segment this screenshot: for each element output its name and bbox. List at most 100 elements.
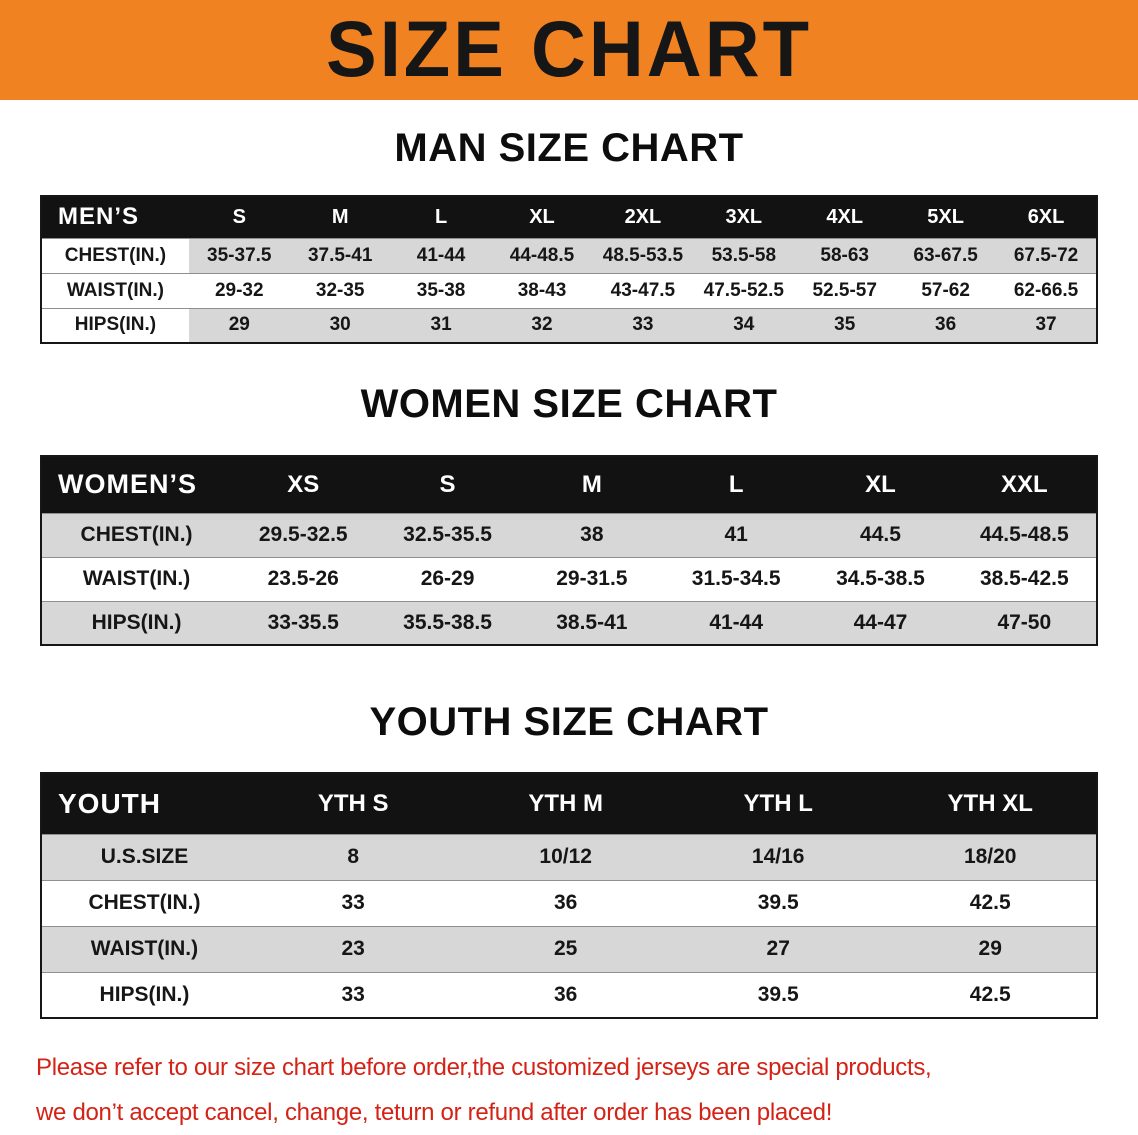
table-cell: 44.5 bbox=[808, 512, 953, 557]
table-cell: 23.5-26 bbox=[231, 556, 376, 601]
size-column-header: L bbox=[664, 456, 809, 513]
table-cell: 34.5-38.5 bbox=[808, 556, 953, 601]
table-cell: 38.5-41 bbox=[519, 600, 665, 645]
disclaimer: Please refer to our size chart before or… bbox=[36, 1045, 1138, 1135]
table-cell: 29 bbox=[884, 925, 1097, 972]
table-row: WAIST(IN.) 29-32 32-35 35-38 38-43 43-47.5 47.… bbox=[41, 272, 1097, 308]
women-size-section: WOMEN SIZE CHART WOMEN’S XS S M L XL XXL CHEST(I… bbox=[0, 382, 1138, 646]
table-cell: 29 bbox=[188, 307, 290, 343]
size-column-header: 6XL bbox=[996, 196, 1097, 238]
table-label-header: MEN’S bbox=[41, 196, 189, 238]
table-cell: 14/16 bbox=[671, 833, 885, 880]
size-column-header: XS bbox=[231, 456, 376, 513]
disclaimer-line-2: we don’t accept cancel, change, teturn o… bbox=[36, 1099, 833, 1126]
table-cell: 34 bbox=[693, 307, 795, 343]
table-cell: 39.5 bbox=[671, 879, 885, 926]
table-cell: 44-48.5 bbox=[491, 237, 593, 273]
table-cell: 36 bbox=[895, 307, 997, 343]
size-column-header: 2XL bbox=[592, 196, 694, 238]
table-cell: 41-44 bbox=[664, 600, 809, 645]
table-row: CHEST(IN.) 29.5-32.5 32.5-35.5 38 41 44.5 44.5… bbox=[41, 512, 1097, 557]
table-cell: 58-63 bbox=[794, 237, 896, 273]
size-column-header: YTH L bbox=[671, 773, 885, 834]
table-cell: 29-31.5 bbox=[519, 556, 665, 601]
table-row: CHEST(IN.) 33 36 39.5 42.5 bbox=[41, 879, 1097, 926]
youth-size-table: YOUTH YTH S YTH M YTH L YTH XL U.S.SIZE 8 10/12… bbox=[40, 772, 1098, 1019]
table-row: CHEST(IN.) 35-37.5 37.5-41 41-44 44-48.5 48.5… bbox=[41, 237, 1097, 273]
youth-section-heading: YOUTH SIZE CHART bbox=[369, 700, 769, 744]
header-row: MEN’S S M L XL 2XL 3XL 4XL 5XL 6XL bbox=[41, 196, 1097, 238]
table-cell: 27 bbox=[671, 925, 885, 972]
table-cell: 42.5 bbox=[884, 879, 1097, 926]
table-cell: 26-29 bbox=[375, 556, 520, 601]
size-column-header: 3XL bbox=[693, 196, 795, 238]
table-cell: 53.5-58 bbox=[693, 237, 795, 273]
row-label: CHEST(IN.) bbox=[41, 512, 232, 557]
size-column-header: S bbox=[188, 196, 290, 238]
table-cell: 47.5-52.5 bbox=[693, 272, 795, 308]
women-section-heading: WOMEN SIZE CHART bbox=[360, 382, 778, 426]
row-label: WAIST(IN.) bbox=[41, 556, 232, 601]
table-cell: 31.5-34.5 bbox=[664, 556, 809, 601]
table-cell: 63-67.5 bbox=[895, 237, 997, 273]
table-cell: 36 bbox=[459, 879, 672, 926]
table-cell: 36 bbox=[459, 971, 672, 1018]
header-row: YOUTH YTH S YTH M YTH L YTH XL bbox=[41, 773, 1097, 834]
size-column-header: XXL bbox=[952, 456, 1097, 513]
men-section-heading: MAN SIZE CHART bbox=[394, 126, 744, 170]
row-label: WAIST(IN.) bbox=[41, 272, 189, 308]
size-column-header: YTH XL bbox=[884, 773, 1097, 834]
table-row: WAIST(IN.) 23.5-26 26-29 29-31.5 31.5-34.5 34… bbox=[41, 556, 1097, 601]
table-cell: 10/12 bbox=[459, 833, 672, 880]
table-cell: 43-47.5 bbox=[592, 272, 694, 308]
men-size-section: MAN SIZE CHART MEN’S S M L XL 2XL 3XL 4XL 5XL 6XL C… bbox=[0, 126, 1138, 344]
table-row: WAIST(IN.) 23 25 27 29 bbox=[41, 925, 1097, 972]
row-label: WAIST(IN.) bbox=[41, 925, 247, 972]
table-cell: 37 bbox=[996, 307, 1097, 343]
size-column-header: 5XL bbox=[895, 196, 997, 238]
table-cell: 39.5 bbox=[671, 971, 885, 1018]
table-cell: 47-50 bbox=[952, 600, 1097, 645]
table-row: HIPS(IN.) 33-35.5 35.5-38.5 38.5-41 41-44 44-… bbox=[41, 600, 1097, 645]
table-label-header: YOUTH bbox=[41, 773, 247, 834]
table-cell: 31 bbox=[390, 307, 492, 343]
table-row: HIPS(IN.) 29 30 31 32 33 34 35 36 37 bbox=[41, 307, 1097, 343]
size-column-header: 4XL bbox=[794, 196, 896, 238]
row-label: CHEST(IN.) bbox=[41, 237, 189, 273]
table-cell: 42.5 bbox=[884, 971, 1097, 1018]
table-cell: 57-62 bbox=[895, 272, 997, 308]
header-row: WOMEN’S XS S M L XL XXL bbox=[41, 456, 1097, 513]
table-cell: 33 bbox=[246, 971, 460, 1018]
table-row: U.S.SIZE 8 10/12 14/16 18/20 bbox=[41, 833, 1097, 880]
women-size-table: WOMEN’S XS S M L XL XXL CHEST(IN.) 29.5-32.5 32.5… bbox=[40, 455, 1098, 646]
row-label: U.S.SIZE bbox=[41, 833, 247, 880]
table-cell: 35-38 bbox=[390, 272, 492, 308]
table-cell: 25 bbox=[459, 925, 672, 972]
table-cell: 62-66.5 bbox=[996, 272, 1097, 308]
table-cell: 38-43 bbox=[491, 272, 593, 308]
table-cell: 67.5-72 bbox=[996, 237, 1097, 273]
table-label-header: WOMEN’S bbox=[41, 456, 232, 513]
table-cell: 29.5-32.5 bbox=[231, 512, 376, 557]
row-label: CHEST(IN.) bbox=[41, 879, 247, 926]
table-cell: 41-44 bbox=[390, 237, 492, 273]
size-chart-banner: SIZE CHART bbox=[0, 0, 1138, 100]
table-cell: 33-35.5 bbox=[231, 600, 376, 645]
row-label: HIPS(IN.) bbox=[41, 307, 189, 343]
table-cell: 35-37.5 bbox=[188, 237, 290, 273]
table-cell: 38.5-42.5 bbox=[952, 556, 1097, 601]
table-cell: 32 bbox=[491, 307, 593, 343]
table-cell: 32.5-35.5 bbox=[375, 512, 520, 557]
table-cell: 52.5-57 bbox=[794, 272, 896, 308]
size-column-header: M bbox=[289, 196, 391, 238]
table-cell: 30 bbox=[289, 307, 391, 343]
row-label: HIPS(IN.) bbox=[41, 971, 247, 1018]
table-cell: 18/20 bbox=[884, 833, 1097, 880]
table-cell: 23 bbox=[246, 925, 460, 972]
size-column-header: S bbox=[375, 456, 520, 513]
table-cell: 35 bbox=[794, 307, 896, 343]
men-size-table: MEN’S S M L XL 2XL 3XL 4XL 5XL 6XL CHEST(IN.) 35-37… bbox=[40, 195, 1098, 344]
table-cell: 35.5-38.5 bbox=[375, 600, 520, 645]
table-cell: 8 bbox=[246, 833, 460, 880]
